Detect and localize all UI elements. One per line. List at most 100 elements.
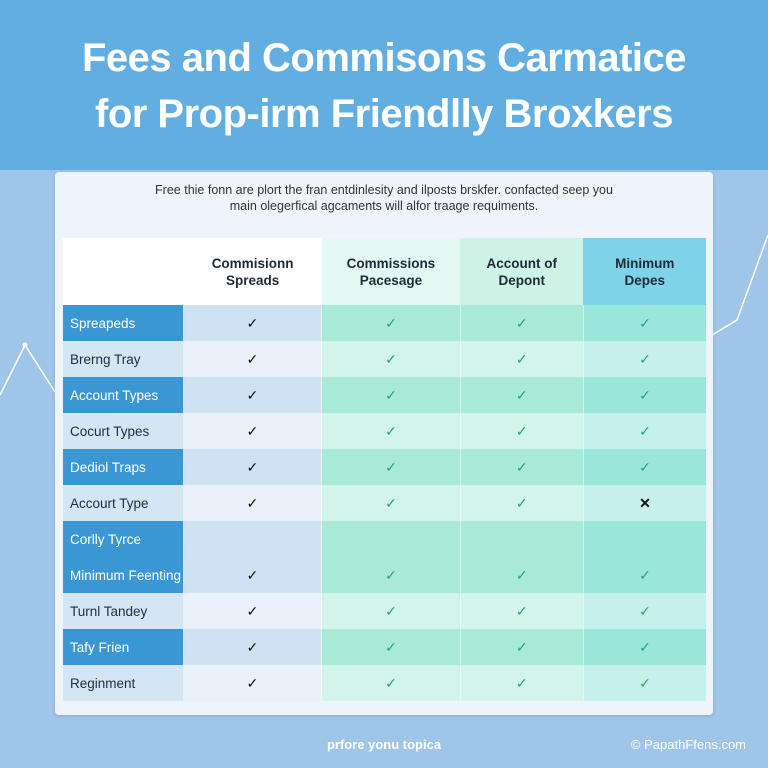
check-icon: ✓ (246, 386, 259, 403)
subtitle-line-2: main olegerfical agcaments will alfor tr… (229, 199, 539, 213)
check-icon: ✓ (515, 422, 528, 439)
check-icon: ✓ (246, 602, 259, 619)
decorative-line-right (712, 234, 768, 336)
subtitle-line-1: Free thie fonn are plort the fran entdin… (155, 183, 613, 197)
header-banner: Fees and Commisons Carmatice for Prop-ir… (0, 0, 768, 170)
table-cell: ✓ (582, 557, 706, 593)
check-icon: ✓ (639, 422, 651, 439)
check-icon: ✓ (639, 602, 651, 619)
table-cell: ✓ (582, 341, 706, 377)
table-row: Account Types ✓ ✓ ✓ ✓ (63, 377, 706, 413)
check-icon: ✓ (639, 386, 651, 403)
table-header-row: Commisionn Spreads Commissions Pacesage Ac… (63, 238, 706, 305)
check-icon: ✓ (246, 350, 259, 367)
title-line-2: for Prop-irm Friendlly Broxkers (95, 92, 673, 136)
check-icon: ✓ (639, 638, 651, 655)
table-cell: ✓ (582, 629, 706, 665)
check-icon: ✓ (515, 566, 528, 583)
table-cell: ✓ (183, 341, 322, 377)
table-row: Reginment ✓ ✓ ✓ ✓ (63, 665, 706, 701)
table-cell: ✓ (459, 593, 584, 629)
table-cell: ✓ (183, 377, 322, 413)
check-icon: ✓ (515, 350, 528, 367)
table-cell: ✓ (582, 449, 706, 485)
table-row: Tafy Frien ✓ ✓ ✓ ✓ (63, 629, 706, 665)
table-cell: ✓ (183, 485, 322, 521)
table-cell: ✓ (321, 629, 461, 665)
check-icon: ✓ (385, 494, 397, 511)
table-row: Spreapeds ✓ ✓ ✓ ✓ (63, 305, 706, 341)
check-icon: ✓ (246, 314, 259, 331)
row-label: Reginment (63, 665, 184, 701)
page-title: Fees and Commisons Carmatice for Prop-ir… (0, 30, 768, 142)
check-icon: ✓ (639, 350, 651, 367)
check-icon: ✓ (639, 566, 651, 583)
check-icon: ✓ (385, 674, 397, 691)
check-icon: ✓ (515, 386, 528, 403)
table-row: Dediol Traps ✓ ✓ ✓ ✓ (63, 449, 706, 485)
check-icon: ✓ (246, 422, 259, 439)
check-icon: ✓ (515, 638, 528, 655)
table-cell: ✓ (183, 593, 322, 629)
row-label: Brerng Tray (63, 341, 184, 377)
column-header: Account of Depont (460, 238, 584, 305)
table-cell: ✓ (321, 341, 461, 377)
table-row: Turnl Tandey ✓ ✓ ✓ ✓ (63, 593, 706, 629)
check-icon: ✓ (639, 674, 651, 691)
table-cell: ✓ (183, 449, 322, 485)
table-cell: ✓ (183, 665, 322, 701)
check-icon: ✓ (515, 494, 528, 511)
column-header (63, 238, 184, 305)
row-label: Account Types (63, 377, 184, 413)
cross-icon: ✕ (639, 494, 651, 511)
table-cell: ✓ (459, 629, 584, 665)
table-cell: ✓ (582, 305, 706, 341)
table-cell: ✓ (183, 413, 322, 449)
check-icon: ✓ (246, 566, 259, 583)
row-label: Spreapeds (63, 305, 184, 341)
title-line-1: Fees and Commisons Carmatice (82, 36, 687, 80)
table-cell: ✓ (183, 305, 322, 341)
comparison-card: Free thie fonn are plort the fran entdin… (55, 172, 713, 715)
row-label: Minimum Feenting (63, 557, 184, 593)
table-cell: ✓ (321, 305, 461, 341)
check-icon: ✓ (385, 602, 397, 619)
footer-tagline: prfore yonu topica (326, 737, 442, 752)
table-row: Brerng Tray ✓ ✓ ✓ ✓ (63, 341, 706, 377)
table-cell: ✓ (459, 557, 584, 593)
table-cell: ✓ (459, 413, 584, 449)
table-cell: ✓ (321, 557, 461, 593)
check-icon: ✓ (385, 566, 397, 583)
table-cell (321, 521, 461, 557)
column-header: Commisionn Spreads (183, 238, 322, 305)
check-icon: ✓ (515, 314, 528, 331)
table-cell: ✓ (459, 305, 584, 341)
check-icon: ✓ (515, 674, 528, 691)
row-label: Tafy Frien (63, 629, 184, 665)
check-icon: ✓ (639, 458, 651, 475)
row-label: Corlly Tyrce (63, 521, 184, 557)
row-label: Accourt Type (63, 485, 184, 521)
check-icon: ✓ (385, 386, 397, 403)
row-label: Dediol Traps (63, 449, 184, 485)
check-icon: ✓ (385, 350, 397, 367)
check-icon: ✓ (385, 422, 397, 439)
table-cell: ✓ (321, 413, 461, 449)
table-row: Accourt Type ✓ ✓ ✓ ✕ (63, 485, 706, 521)
comparison-table: Commisionn Spreads Commissions Pacesage Ac… (63, 238, 706, 701)
table-cell: ✓ (582, 665, 706, 701)
table-cell: ✓ (321, 593, 461, 629)
table-row: Cocurt Types ✓ ✓ ✓ ✓ (63, 413, 706, 449)
table-cell: ✓ (321, 449, 461, 485)
footer-copyright: © PapathFfens.com (630, 737, 746, 752)
table-row: Minimum Feenting ✓ ✓ ✓ ✓ (63, 557, 706, 593)
table-cell: ✓ (582, 413, 706, 449)
check-icon: ✓ (246, 494, 259, 511)
row-label: Cocurt Types (63, 413, 184, 449)
check-icon: ✓ (246, 638, 259, 655)
table-cell (459, 521, 584, 557)
table-row: Corlly Tyrce (63, 521, 706, 557)
table-cell: ✓ (459, 449, 584, 485)
table-cell: ✓ (321, 485, 461, 521)
check-icon: ✓ (385, 314, 397, 331)
